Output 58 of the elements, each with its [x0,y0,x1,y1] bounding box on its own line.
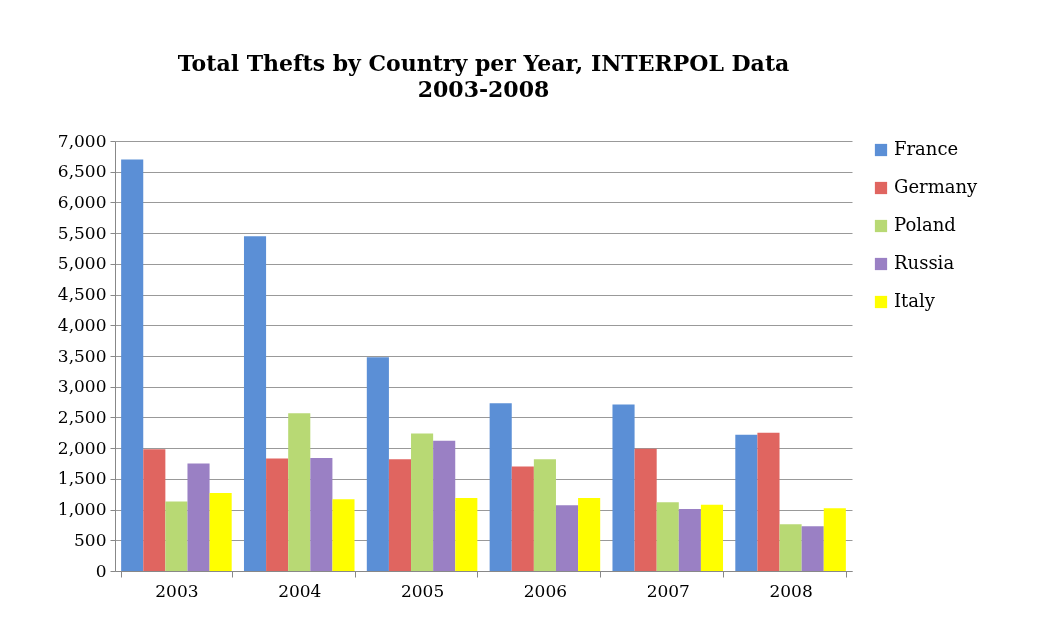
chart-subtitle: 2003-2008 [417,76,550,102]
legend-label: Russia [894,252,955,273]
x-tick-label: 2005 [400,580,445,601]
legend-label: France [894,138,959,159]
x-tick-label: 2004 [278,580,322,601]
y-tick-label: 5,000 [57,253,107,274]
bar [656,502,679,571]
bar [678,508,701,571]
legend-label: Germany [894,176,979,197]
bar [266,458,289,571]
bar [209,492,232,571]
bar [700,504,724,571]
bar [121,159,144,571]
y-tick-label: 2,000 [57,437,107,458]
y-tick-label: 3,000 [57,376,107,397]
bar [511,466,534,571]
x-tick-label: 2008 [769,580,813,601]
bar [578,497,601,571]
bar [165,501,188,571]
bar [779,524,802,571]
y-tick-label: 1,500 [57,468,107,489]
y-tick-label: 1,000 [57,499,107,520]
bar [757,432,780,571]
y-tick-label: 3,500 [57,345,107,366]
x-tick-label: 2006 [523,580,568,601]
bar [555,505,579,571]
bar [489,403,512,571]
bar [411,433,434,571]
y-tick-label: 0 [95,560,107,581]
bar [533,459,556,571]
bar [332,499,355,571]
bar [143,449,166,571]
y-tick-label: 2,500 [57,406,107,427]
y-tick-label: 7,000 [57,130,107,151]
bar [612,404,635,571]
bar [187,463,210,571]
y-tick-label: 6,500 [57,161,107,182]
bar [388,459,412,571]
y-tick-label: 4,000 [57,314,107,335]
bar [634,448,657,571]
bar [366,357,389,571]
bar [288,413,311,571]
bar [735,434,758,571]
bar [823,508,846,571]
y-tick-label: 500 [74,529,107,550]
bar [243,236,267,571]
y-tick-label: 4,500 [57,284,107,305]
y-tick-label: 5,500 [57,222,107,243]
y-tick-label: 6,000 [57,191,107,212]
legend-label: Poland [894,214,956,235]
bar [310,457,333,571]
x-tick-label: 2003 [155,580,199,601]
bar [433,440,456,571]
bar [801,526,824,571]
bar [455,497,478,571]
legend-label: Italy [894,290,936,311]
chart-title: Total Thefts by Country per Year, INTERPOL Data [177,50,790,76]
x-tick-label: 2007 [646,580,690,601]
